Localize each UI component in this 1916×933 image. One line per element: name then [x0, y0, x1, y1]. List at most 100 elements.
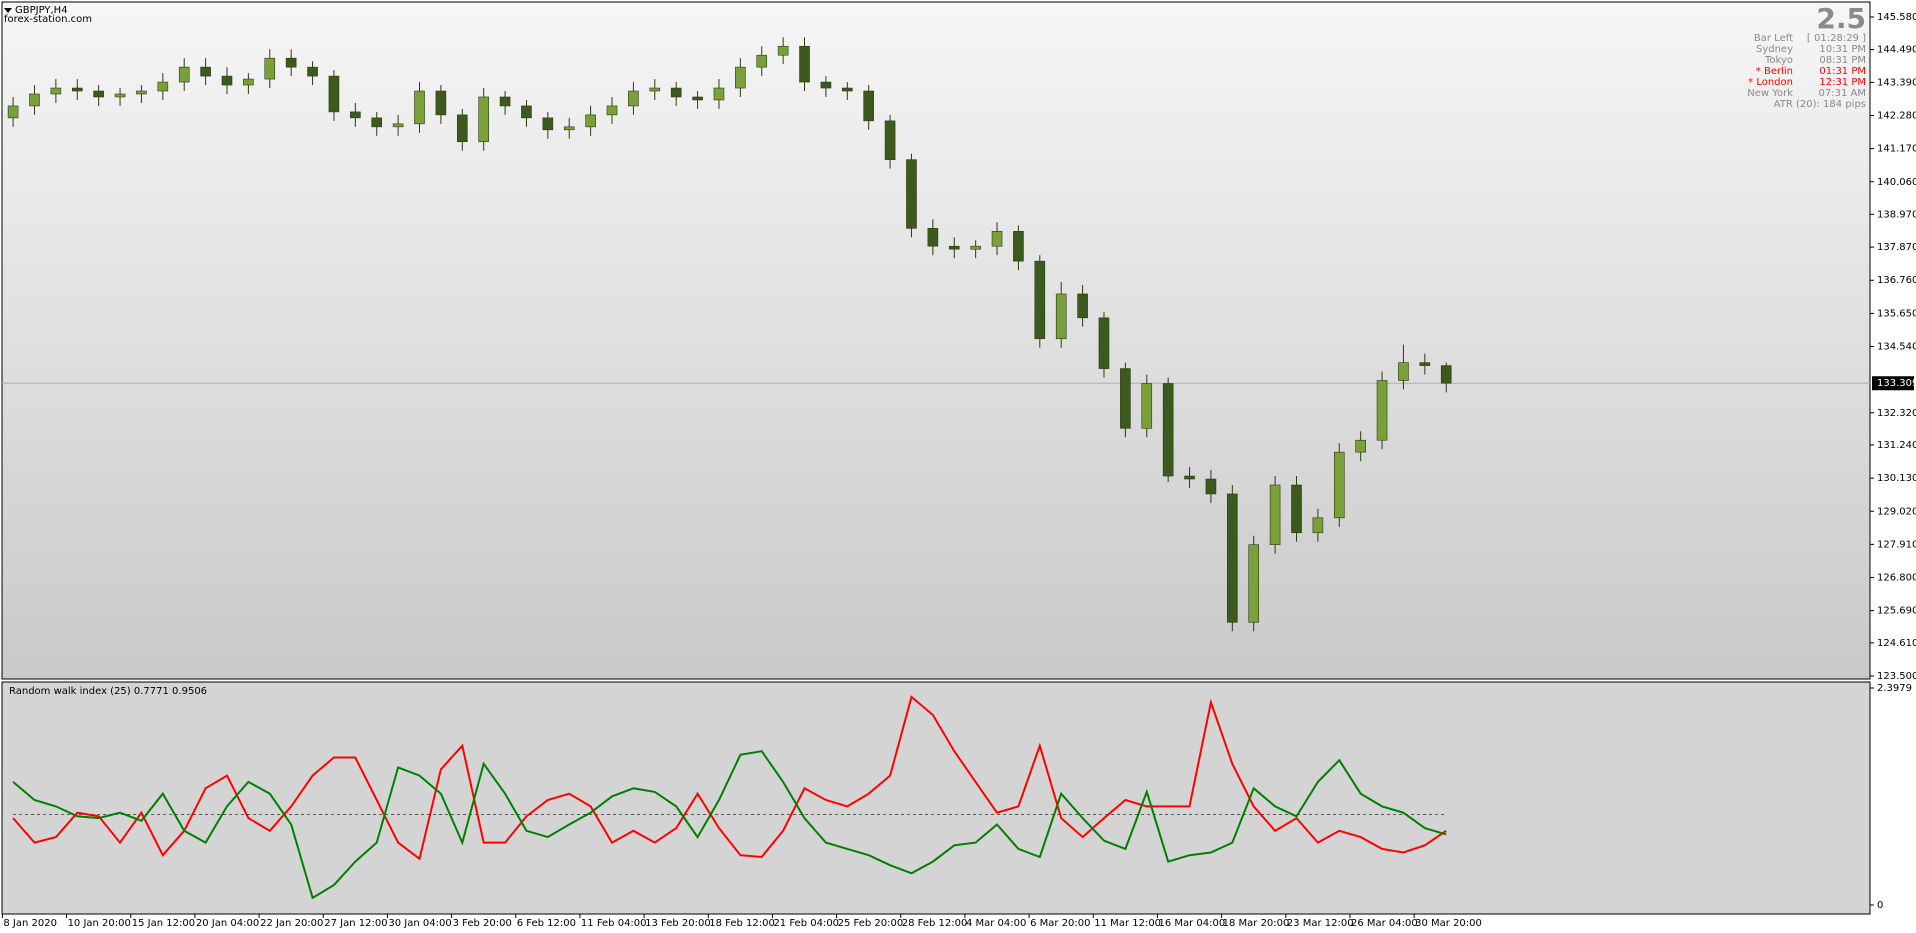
candle-body — [670, 87, 682, 98]
x-tick-label: 10 Jan 20:00 — [68, 918, 131, 929]
candle-body — [1227, 493, 1238, 623]
x-tick-label: 16 Mar 04:00 — [1158, 918, 1225, 929]
candle-body — [328, 75, 340, 113]
candle-body — [264, 57, 276, 80]
candle-body — [200, 66, 211, 77]
y-tick-label: 137.870 — [1877, 242, 1916, 253]
info-label: * London — [1748, 77, 1793, 88]
y-tick-label: 2.3979 — [1877, 683, 1912, 694]
candle-body — [563, 126, 575, 131]
candle-body — [456, 114, 468, 143]
candle-body — [435, 90, 447, 116]
candle-body — [7, 105, 19, 119]
candle-body — [649, 87, 661, 92]
candle-body — [606, 105, 618, 116]
y-tick-label: 127.910 — [1877, 539, 1916, 550]
y-tick-label: 134.540 — [1877, 342, 1916, 353]
candle-body — [50, 87, 62, 95]
x-tick-label: 30 Jan 04:00 — [388, 918, 451, 929]
candle-body — [628, 90, 639, 107]
candle-body — [93, 90, 104, 98]
symbol: GBPJPY,H4 — [15, 5, 68, 16]
candle-body — [863, 90, 874, 122]
x-tick-label: 30 Mar 20:00 — [1415, 918, 1482, 929]
candle-body — [906, 159, 917, 229]
x-tick-label: 22 Jan 20:00 — [260, 918, 323, 929]
x-tick-label: 6 Mar 20:00 — [1030, 918, 1090, 929]
y-tick-label: 131.240 — [1877, 440, 1916, 451]
candle-body — [756, 54, 768, 68]
x-tick-label: 18 Mar 20:00 — [1223, 918, 1290, 929]
x-tick-label: 8 Jan 2020 — [3, 918, 57, 929]
site: forex-station.com — [4, 14, 92, 25]
menu-arrow[interactable] — [4, 8, 12, 13]
y-tick-label: 136.760 — [1877, 275, 1916, 286]
y-tick-label: 0 — [1877, 900, 1883, 911]
candle-body — [521, 105, 532, 119]
candle-body — [1098, 317, 1110, 369]
candle-body — [1120, 368, 1131, 429]
indicator-line — [12, 695, 1447, 861]
candle-body — [414, 90, 425, 125]
candle-body — [1184, 475, 1195, 480]
info-label: * Berlin — [1756, 66, 1793, 77]
x-tick-label: 11 Mar 12:00 — [1094, 918, 1161, 929]
y-tick-label: 141.170 — [1877, 144, 1916, 155]
candle-body — [221, 75, 233, 86]
y-tick-label: 129.020 — [1877, 506, 1916, 517]
y-tick-label: 132.320 — [1877, 408, 1916, 419]
x-tick-label: 25 Feb 20:00 — [838, 918, 904, 929]
candle-body — [157, 81, 169, 92]
candle-body — [1205, 478, 1217, 495]
y-tick-label: 123.500 — [1877, 671, 1916, 682]
candle-body — [970, 245, 981, 250]
main-pane — [1, 1, 1871, 680]
candle-body — [1269, 484, 1281, 545]
last-price-box — [1872, 376, 1914, 391]
candle-body — [1248, 544, 1260, 623]
candle-body — [1419, 362, 1431, 366]
candle-body — [371, 117, 383, 128]
candle-body — [777, 45, 789, 56]
info-label: Tokyo — [1764, 55, 1793, 66]
candle-body — [1055, 293, 1067, 340]
candle-body — [1333, 451, 1345, 519]
indicator-title: Random walk index (25) 0.7771 0.9506 — [9, 686, 207, 697]
y-tick-label: 138.970 — [1877, 209, 1916, 220]
candle-body — [1162, 383, 1174, 477]
y-tick-label: 140.060 — [1877, 177, 1916, 188]
candle-body — [1440, 365, 1452, 384]
y-tick-label: 143.390 — [1877, 77, 1916, 88]
info-value: 01:31 PM — [1819, 66, 1866, 77]
candle-body — [1291, 484, 1302, 534]
y-tick-label: 125.690 — [1877, 606, 1916, 617]
candle-body — [307, 66, 318, 77]
candle-body — [136, 90, 147, 95]
x-tick-label: 15 Jan 12:00 — [132, 918, 195, 929]
y-tick-label: 135.650 — [1877, 308, 1916, 319]
candle-body — [585, 114, 596, 128]
x-tick-label: 27 Jan 12:00 — [324, 918, 387, 929]
candle-body — [1077, 293, 1088, 319]
candle-body — [499, 96, 511, 107]
x-tick-label: 21 Feb 04:00 — [773, 918, 839, 929]
x-tick-label: 18 Feb 12:00 — [709, 918, 775, 929]
y-tick-label: 130.130 — [1877, 473, 1916, 484]
info-label: ATR (20): 184 pips — [1774, 99, 1866, 110]
candle-body — [927, 228, 939, 247]
info-value: 10:31 PM — [1819, 44, 1866, 55]
candle-body — [1013, 230, 1024, 262]
candle-body — [842, 87, 853, 92]
candle-body — [948, 245, 960, 250]
indicator-line — [12, 750, 1447, 900]
x-tick-label: 4 Mar 04:00 — [966, 918, 1026, 929]
candle-body — [478, 96, 489, 143]
info-label: Sydney — [1756, 44, 1793, 55]
y-tick-label: 144.490 — [1877, 45, 1916, 56]
candle-body — [991, 230, 1003, 247]
candle-body — [1034, 260, 1046, 340]
candle-body — [178, 66, 190, 83]
candle-body — [692, 96, 703, 101]
candle-body — [1312, 517, 1324, 534]
